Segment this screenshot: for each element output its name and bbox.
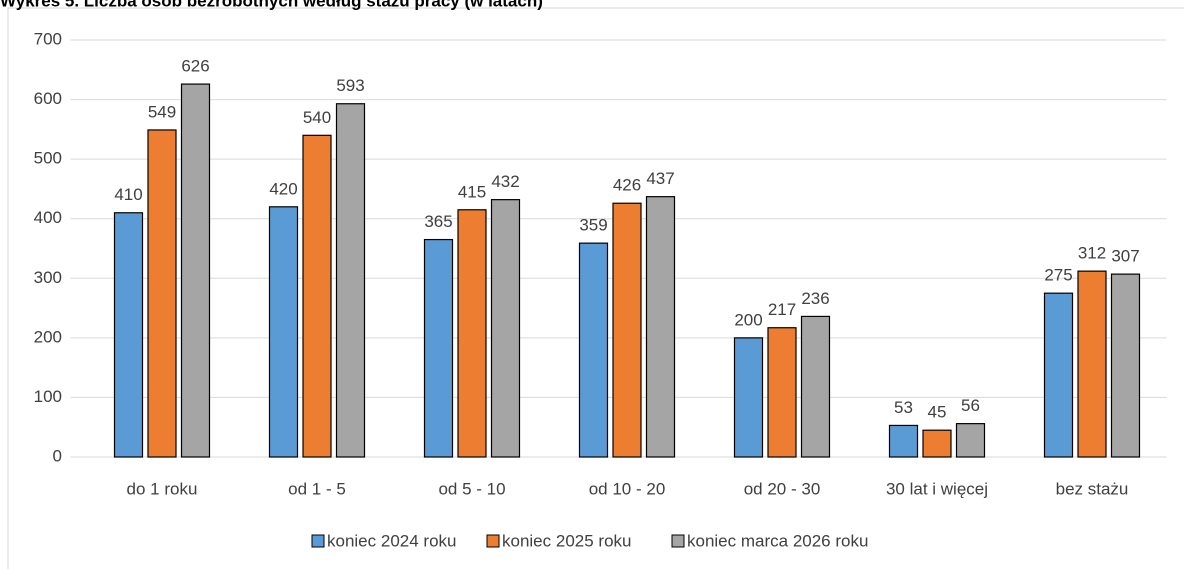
bar xyxy=(578,242,609,458)
data-label: 307 xyxy=(1111,247,1139,266)
data-label: 593 xyxy=(336,76,364,95)
data-label: 56 xyxy=(961,396,980,415)
data-label: 200 xyxy=(734,310,762,329)
legend-label: koniec marca 2026 roku xyxy=(687,531,868,550)
bar xyxy=(335,103,366,458)
legend-label: koniec 2024 roku xyxy=(327,531,456,550)
chart-frame xyxy=(7,7,1184,569)
data-label: 549 xyxy=(148,102,176,121)
data-label: 45 xyxy=(928,403,947,422)
y-tick-label: 500 xyxy=(34,149,62,168)
y-tick-label: 100 xyxy=(34,387,62,406)
x-tick-label: od 10 - 20 xyxy=(589,479,666,498)
bar xyxy=(800,315,831,458)
chart-title: Wykres 5. Liczba osób bezrobotnych wedłu… xyxy=(0,0,543,10)
bar xyxy=(1110,273,1141,458)
bar xyxy=(922,429,952,458)
y-tick-label: 300 xyxy=(34,268,62,287)
bar xyxy=(268,206,299,458)
data-label: 359 xyxy=(579,216,607,235)
bar xyxy=(180,83,211,458)
bar xyxy=(612,202,642,458)
data-label: 365 xyxy=(424,212,452,231)
legend-swatch xyxy=(311,534,325,548)
data-label: 275 xyxy=(1044,266,1072,285)
bar xyxy=(423,238,454,458)
bar xyxy=(767,327,797,458)
legend-swatch xyxy=(671,534,685,548)
data-label: 312 xyxy=(1078,244,1106,263)
bar xyxy=(302,134,332,458)
bar xyxy=(1043,292,1074,458)
bar xyxy=(1077,270,1107,458)
x-tick-label: od 1 - 5 xyxy=(288,479,346,498)
bar xyxy=(147,129,177,458)
bar xyxy=(113,212,144,458)
data-label: 540 xyxy=(303,108,331,127)
y-tick-label: 0 xyxy=(53,446,62,465)
x-tick-label: od 20 - 30 xyxy=(744,479,821,498)
legend-label: koniec 2025 roku xyxy=(502,531,631,550)
x-tick-label: do 1 roku xyxy=(127,479,198,498)
data-label: 437 xyxy=(646,169,674,188)
y-tick-label: 700 xyxy=(34,29,62,48)
x-tick-label: 30 lat i więcej xyxy=(886,479,988,498)
x-tick-label: od 5 - 10 xyxy=(438,479,505,498)
data-label: 426 xyxy=(613,176,641,195)
bar xyxy=(733,337,764,458)
bar xyxy=(955,423,986,458)
bar xyxy=(888,424,919,458)
y-tick-label: 600 xyxy=(34,89,62,108)
data-label: 217 xyxy=(768,300,796,319)
x-tick-label: bez stażu xyxy=(1056,479,1129,498)
y-tick-label: 200 xyxy=(34,327,62,346)
data-label: 420 xyxy=(269,179,297,198)
data-label: 236 xyxy=(801,289,829,308)
bar xyxy=(490,199,521,458)
y-tick-label: 400 xyxy=(34,208,62,227)
legend-swatch xyxy=(486,534,500,548)
data-label: 432 xyxy=(491,172,519,191)
data-label: 626 xyxy=(181,57,209,76)
data-label: 53 xyxy=(894,398,913,417)
data-label: 410 xyxy=(114,185,142,204)
bar xyxy=(457,209,487,458)
bar xyxy=(645,196,676,458)
data-label: 415 xyxy=(458,182,486,201)
